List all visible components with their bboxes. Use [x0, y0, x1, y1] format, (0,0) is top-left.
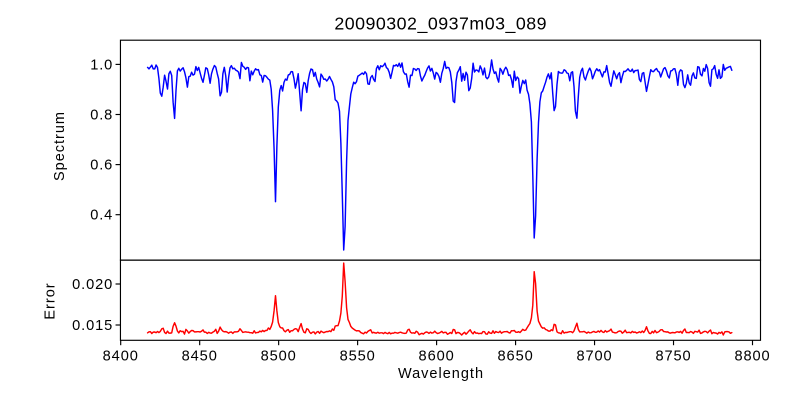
- svg-text:0.015: 0.015: [72, 318, 113, 334]
- svg-text:Spectrum: Spectrum: [52, 111, 68, 181]
- svg-text:8750: 8750: [655, 349, 691, 365]
- svg-text:8450: 8450: [182, 349, 218, 365]
- svg-text:8800: 8800: [734, 349, 770, 365]
- svg-text:0.020: 0.020: [72, 277, 113, 293]
- svg-text:8550: 8550: [340, 349, 376, 365]
- svg-text:8600: 8600: [419, 349, 455, 365]
- svg-text:0.6: 0.6: [90, 158, 113, 174]
- svg-text:0.4: 0.4: [90, 208, 113, 224]
- svg-text:8700: 8700: [577, 349, 613, 365]
- svg-text:8650: 8650: [498, 349, 534, 365]
- svg-text:Wavelength: Wavelength: [398, 366, 484, 382]
- svg-text:1.0: 1.0: [90, 57, 113, 73]
- svg-text:Error: Error: [42, 282, 58, 319]
- svg-text:20090302_0937m03_089: 20090302_0937m03_089: [334, 14, 547, 35]
- svg-text:8400: 8400: [103, 349, 139, 365]
- svg-text:8500: 8500: [261, 349, 297, 365]
- svg-text:0.8: 0.8: [90, 108, 113, 124]
